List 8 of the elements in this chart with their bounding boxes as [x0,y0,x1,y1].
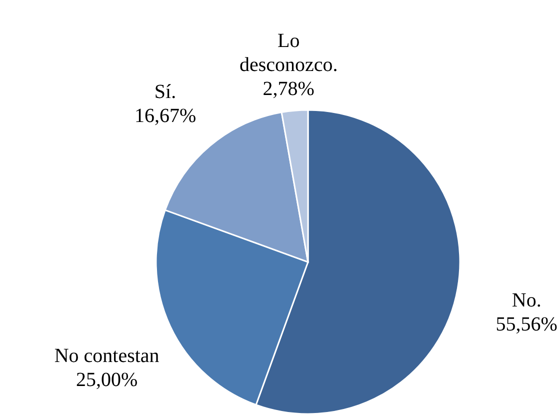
data-label: 25,00% [76,368,138,391]
slice-label: No. [512,290,542,312]
data-label: 55,56% [496,314,558,336]
data-label: 2,78% [262,78,314,100]
slice-label: Sí. [154,80,176,103]
data-label: 16,67% [134,104,196,127]
slice-label: Lo desconozco. [239,30,338,76]
slice-label: No contestan [54,344,160,367]
